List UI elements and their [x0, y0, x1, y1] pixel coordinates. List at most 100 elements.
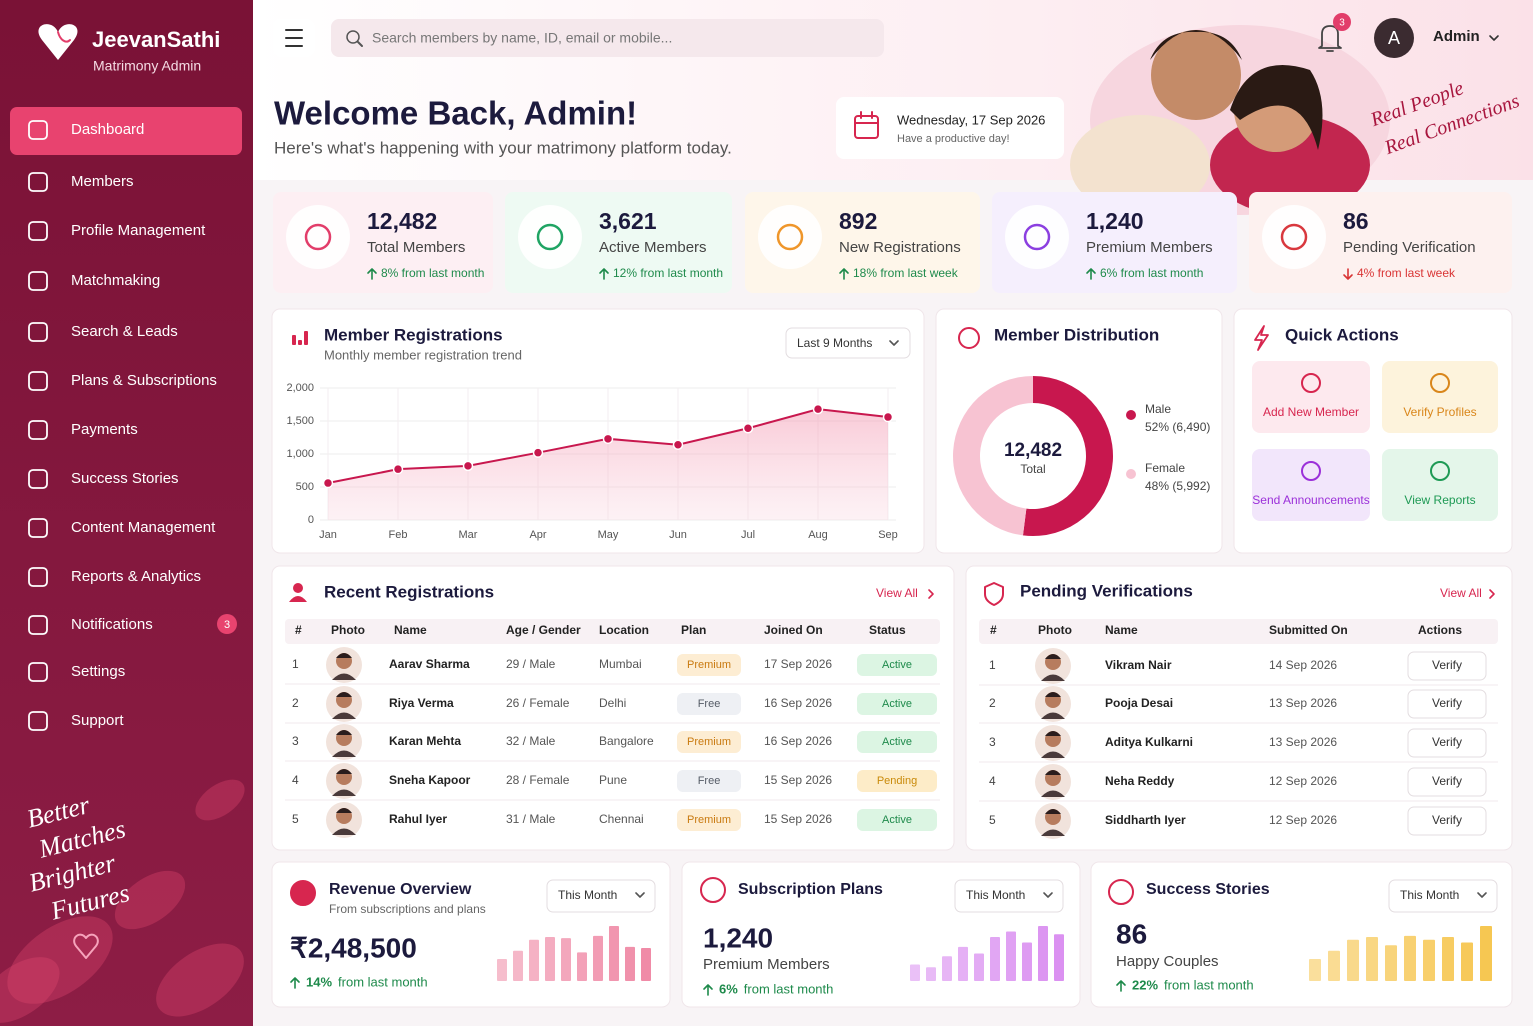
avatar-body [332, 712, 356, 719]
cell: 3 [292, 734, 299, 748]
cell: 1 [989, 658, 996, 672]
nav-item[interactable]: Search & Leads [71, 323, 178, 340]
period-dropdown[interactable] [546, 879, 656, 913]
verify-button[interactable] [1407, 806, 1487, 836]
chart-icon [298, 340, 302, 345]
photo-hair [1230, 65, 1323, 150]
cell: Chennai [599, 812, 644, 826]
mini-bar [958, 946, 968, 981]
mini-bar [609, 926, 619, 981]
mini-bar [1006, 931, 1016, 981]
avatar-hair [336, 730, 352, 735]
quick-action[interactable] [1382, 449, 1498, 521]
stat-icon-bg [758, 205, 822, 269]
cell: 29 / Male [506, 657, 556, 671]
nav-icon [28, 371, 48, 391]
pill-label: Active [882, 698, 912, 710]
nav-item[interactable]: Success Stories [71, 470, 179, 487]
point [742, 423, 754, 434]
column-header: Submitted On [1269, 623, 1348, 637]
nav-icon [28, 518, 48, 538]
period-dropdown[interactable] [785, 327, 911, 359]
verify-label: Verify [1432, 813, 1462, 827]
cell: 31 / Male [506, 812, 556, 826]
flower-decor [114, 870, 186, 930]
column-header: Age / Gender [506, 623, 581, 637]
user-initial: A [1388, 28, 1400, 48]
cell: 15 Sep 2026 [764, 773, 832, 787]
mini-bar [1328, 950, 1340, 981]
stat-icon [776, 223, 804, 251]
avatar-body [1041, 674, 1065, 681]
user-avatar [1374, 18, 1414, 58]
mini-bar [1480, 926, 1492, 981]
mini-bar [529, 939, 539, 981]
stat-icon-bg [518, 205, 582, 269]
search-bar[interactable] [331, 19, 884, 57]
period-dropdown[interactable] [1388, 879, 1498, 913]
nav-item[interactable]: Dashboard [71, 121, 144, 138]
photo-person [1070, 115, 1210, 215]
user-name[interactable]: Admin [1433, 28, 1480, 45]
period-dropdown[interactable] [954, 879, 1064, 913]
nav-item[interactable]: Matchmaking [71, 272, 160, 289]
stat-label: Premium Members [1086, 239, 1213, 256]
cell: 4 [989, 774, 996, 788]
welcome-title: Welcome Back, Admin! [274, 95, 637, 132]
nav-item[interactable]: Reports & Analytics [71, 568, 201, 585]
mini-bar [1022, 942, 1032, 981]
y-tick-label: 500 [296, 481, 314, 493]
card-change: 22% [1132, 977, 1158, 992]
pill [677, 654, 741, 676]
nav-icon [28, 469, 48, 489]
calendar-icon [854, 111, 879, 124]
card-change-note: from last month [744, 981, 834, 996]
nav-item[interactable]: Settings [71, 663, 125, 680]
quick-action[interactable] [1252, 449, 1370, 521]
nav-item[interactable]: Payments [71, 421, 138, 438]
mini-bar [1461, 942, 1473, 981]
quick-action-icon [1430, 461, 1450, 481]
column-header: Name [394, 623, 427, 637]
y-tick-label: 2,000 [286, 382, 314, 394]
nav-item[interactable]: Profile Management [71, 222, 206, 239]
nav-item[interactable]: Notifications [71, 616, 153, 633]
avatar-hair [1045, 654, 1061, 659]
avatar-hair [1045, 770, 1061, 775]
stat-change: 18% from last week [853, 266, 959, 280]
pill-label: Free [698, 775, 721, 787]
stat-icon [304, 223, 332, 251]
verify-button[interactable] [1407, 651, 1487, 681]
verify-button[interactable] [1407, 689, 1487, 719]
view-all-link[interactable]: View All [876, 586, 918, 600]
nav-item[interactable]: Content Management [71, 519, 216, 536]
x-tick-label: Mar [459, 529, 478, 541]
logo [38, 24, 78, 60]
view-all-link[interactable]: View All [1440, 586, 1482, 600]
nav-icon [28, 271, 48, 291]
nav-item[interactable]: Plans & Subscriptions [71, 372, 217, 389]
quick-action[interactable] [1252, 361, 1370, 433]
pill [857, 693, 937, 715]
panel-title: Pending Verifications [1020, 581, 1193, 600]
chevron [889, 340, 899, 346]
avatar-body [1041, 790, 1065, 797]
pill [677, 809, 741, 831]
mini-bar [990, 937, 1000, 981]
cell: 28 / Female [506, 773, 570, 787]
cell: 13 Sep 2026 [1269, 735, 1337, 749]
point [462, 460, 474, 472]
chevron [1043, 892, 1053, 898]
cell-name: Aditya Kulkarni [1105, 735, 1193, 749]
column-header: Photo [1038, 623, 1072, 637]
nav-icon [28, 322, 48, 342]
verify-button[interactable] [1407, 728, 1487, 758]
nav-item[interactable]: Support [71, 712, 124, 729]
cell-name: Siddharth Iyer [1105, 813, 1186, 827]
nav-item[interactable]: Members [71, 173, 134, 190]
quick-action-icon [1430, 373, 1450, 393]
quick-action[interactable] [1382, 361, 1498, 433]
pill-label: Active [882, 659, 912, 671]
verify-button[interactable] [1407, 767, 1487, 797]
